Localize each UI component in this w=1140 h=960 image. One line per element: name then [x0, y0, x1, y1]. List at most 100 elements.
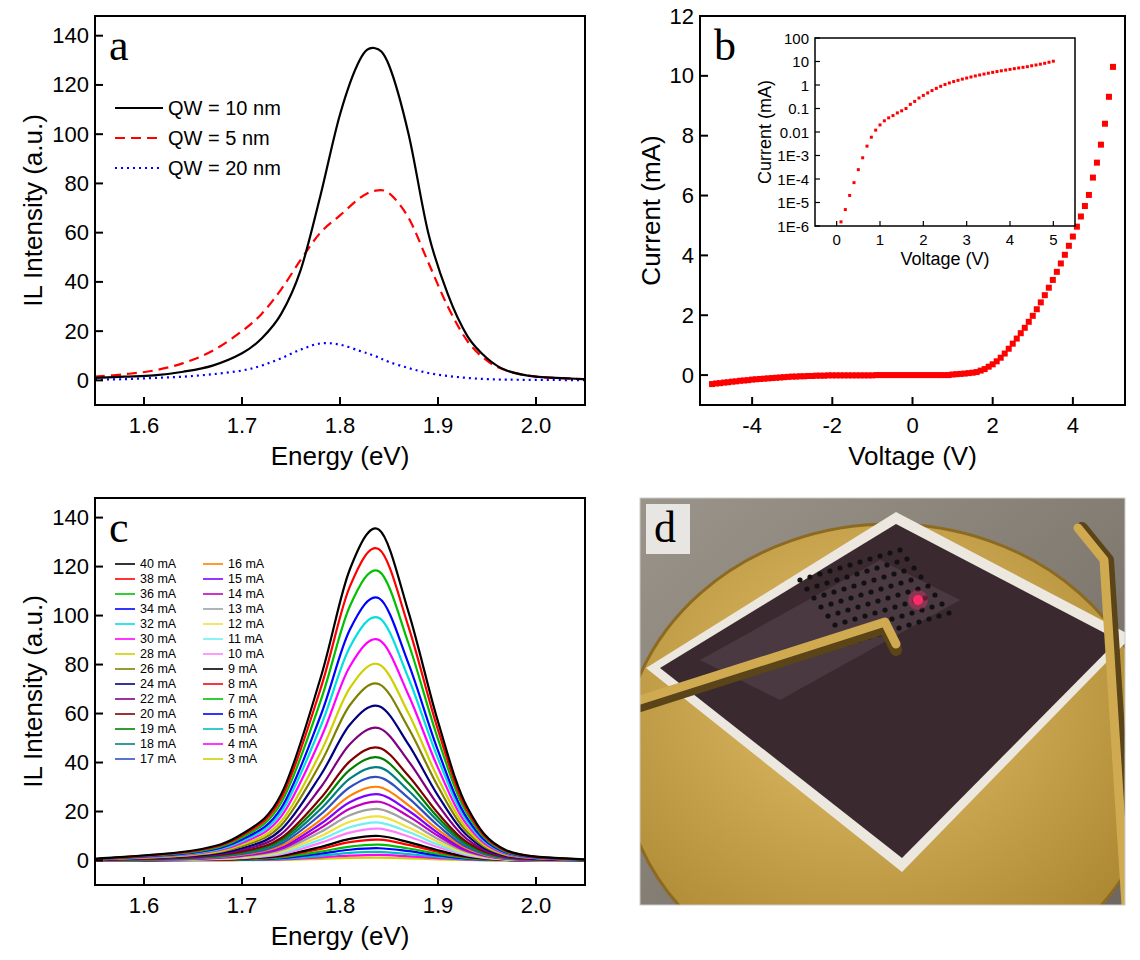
legend-swatch — [203, 563, 223, 565]
legend-swatch — [115, 137, 163, 139]
device-hole — [814, 583, 819, 588]
device-hole — [875, 598, 880, 603]
legend-swatch — [115, 653, 135, 655]
x-tick-label: 2 — [919, 231, 927, 248]
x-tick — [879, 221, 880, 226]
device-hole — [825, 613, 830, 618]
device-hole — [861, 580, 866, 585]
figure: 1.61.71.81.92.0020406080100120140Energy … — [0, 0, 1140, 960]
x-tick — [535, 877, 537, 885]
data-point — [892, 114, 895, 117]
data-point — [1009, 68, 1012, 71]
data-point — [957, 79, 960, 82]
x-tick — [751, 397, 753, 405]
data-point — [1066, 243, 1072, 249]
data-point — [926, 91, 929, 94]
y-tick-label: 1E-6 — [777, 218, 809, 235]
x-tick-label: 1.8 — [325, 893, 356, 918]
device-hole — [897, 547, 902, 552]
legend-label: 30 mA — [140, 632, 177, 646]
legend-label: 3 mA — [228, 752, 258, 766]
device-hole — [911, 565, 916, 570]
data-point — [1038, 299, 1044, 305]
legend-swatch — [203, 608, 223, 610]
y-tick — [95, 811, 103, 813]
data-point — [1043, 62, 1046, 65]
sample — [660, 524, 1118, 858]
y-tick-label: 40 — [65, 269, 89, 294]
y-tick-label: 40 — [65, 750, 89, 775]
legend-label: 14 mA — [228, 587, 265, 601]
data-point — [996, 70, 999, 73]
y-tick-label: 0 — [77, 368, 89, 393]
x-tick-label: 2.0 — [521, 413, 552, 438]
device-hole — [858, 592, 863, 597]
device-hole — [807, 574, 812, 579]
device-hole — [804, 586, 809, 591]
device-hole — [797, 577, 802, 582]
device-hole — [895, 592, 900, 597]
x-axis-title: Energy (eV) — [271, 441, 410, 471]
y-tick-label: 0 — [77, 848, 89, 873]
legend-label: 9 mA — [228, 662, 258, 676]
device-hole — [874, 565, 879, 570]
legend-swatch — [203, 683, 223, 685]
device-hole — [888, 583, 893, 588]
y-tick-label: 1E-4 — [777, 171, 809, 188]
plot-background — [95, 16, 585, 405]
y-tick — [700, 135, 708, 137]
legend-swatch — [203, 758, 223, 760]
x-tick — [836, 221, 837, 226]
device-hole — [892, 604, 897, 609]
panel-letter: a — [109, 21, 129, 70]
legend-swatch — [115, 107, 163, 109]
device-hole — [902, 601, 907, 606]
device-hole — [916, 619, 921, 624]
device-hole — [817, 571, 822, 576]
y-tick — [815, 37, 820, 38]
y-tick-label: 20 — [65, 799, 89, 824]
x-axis-title: Energy (eV) — [271, 921, 410, 951]
legend-swatch — [203, 698, 223, 700]
y-tick-label: 140 — [52, 23, 89, 48]
data-point — [918, 96, 921, 99]
panel: 1.61.71.81.92.0020406080100120140Energy … — [18, 498, 585, 951]
data-point — [1054, 269, 1060, 275]
device-hole — [844, 574, 849, 579]
device-hole — [835, 610, 840, 615]
y-tick-label: 60 — [65, 701, 89, 726]
data-point — [1050, 277, 1056, 283]
data-point — [1013, 67, 1016, 70]
legend-label: 18 mA — [140, 737, 177, 751]
data-point — [861, 156, 864, 159]
legend-label: 38 mA — [140, 572, 177, 586]
legend-label: 12 mA — [228, 617, 265, 631]
device-hole — [831, 589, 836, 594]
series-line — [95, 664, 585, 860]
device-hole — [847, 562, 852, 567]
x-tick-label: 0 — [906, 413, 918, 438]
legend-swatch — [115, 683, 135, 685]
y-axis-title: Current (mA) — [755, 80, 775, 184]
data-point — [965, 77, 968, 80]
legend-label: 24 mA — [140, 677, 177, 691]
y-tick-label: 10 — [792, 53, 809, 70]
photo — [640, 498, 1125, 905]
series-line — [95, 728, 585, 860]
x-tick-label: 0 — [832, 231, 840, 248]
x-tick — [966, 221, 967, 226]
x-tick-label: 1.7 — [227, 413, 258, 438]
series-line — [95, 747, 585, 860]
y-tick — [815, 61, 820, 62]
data-point — [935, 87, 938, 90]
device-hole — [882, 607, 887, 612]
device-hole — [845, 607, 850, 612]
x-tick-label: 2 — [987, 413, 999, 438]
data-point — [887, 116, 890, 119]
legend-label: 15 mA — [228, 572, 265, 586]
data-point — [1086, 192, 1092, 198]
letter-patch — [646, 504, 690, 554]
x-tick — [923, 221, 924, 226]
y-tick — [700, 195, 708, 197]
device-hole — [867, 556, 872, 561]
